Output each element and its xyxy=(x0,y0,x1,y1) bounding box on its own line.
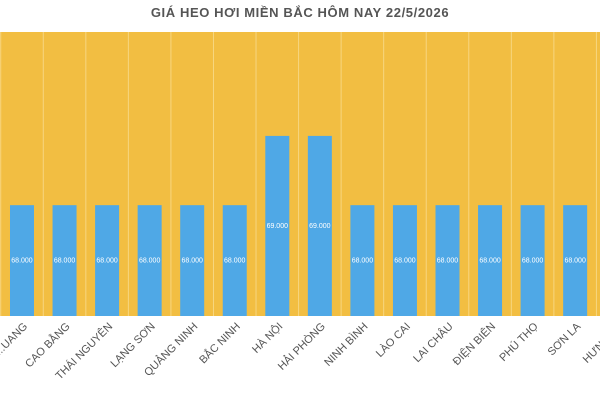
data-label: 68.000 xyxy=(522,257,544,264)
bar xyxy=(478,205,503,316)
data-label: 68.000 xyxy=(139,257,161,264)
chart-title: GIÁ HEO HƠI MIỀN BẮC HÔM NAY 22/5/2026 xyxy=(150,5,450,20)
data-label: 69.000 xyxy=(309,223,331,230)
data-label: 68.000 xyxy=(224,257,246,264)
data-label: 68.000 xyxy=(96,257,118,264)
bar xyxy=(137,205,162,316)
bar xyxy=(265,135,290,316)
data-label: 68.000 xyxy=(564,257,586,264)
plot-area xyxy=(0,32,600,316)
bar xyxy=(563,205,588,316)
bar xyxy=(10,205,34,316)
bar xyxy=(435,205,460,316)
x-tick-label: ...UANG xyxy=(0,321,30,358)
x-tick-label: NINH BÌNH xyxy=(322,320,371,369)
bar xyxy=(307,135,332,316)
data-label: 68.000 xyxy=(352,257,374,264)
bar xyxy=(95,205,120,316)
x-tick-label: HƯNG Y... xyxy=(581,321,600,366)
data-label: 69.000 xyxy=(267,223,289,230)
bar xyxy=(180,205,205,316)
bar xyxy=(392,205,417,316)
bar xyxy=(350,205,375,316)
bar xyxy=(52,205,77,316)
x-tick-label: LÀO CAI xyxy=(373,320,413,360)
data-label: 68.000 xyxy=(54,257,76,264)
bar xyxy=(222,205,247,316)
data-label: 68.000 xyxy=(437,257,459,264)
x-tick-label: HÀ NỘI xyxy=(249,320,285,356)
data-label: 68.000 xyxy=(394,257,416,264)
bar xyxy=(520,205,545,316)
x-tick-label: BẮC NINH xyxy=(197,320,243,366)
x-tick-label: SƠN LA xyxy=(546,320,584,358)
data-label: 68.000 xyxy=(181,257,203,264)
data-label: 68.000 xyxy=(11,257,33,264)
x-tick-label: LAI CHÂU xyxy=(411,320,456,365)
x-tick-label: PHÚ THỌ xyxy=(497,320,541,364)
data-label: 68.000 xyxy=(479,257,501,264)
x-tick-label: ĐIỆN BIÊN xyxy=(450,320,498,368)
